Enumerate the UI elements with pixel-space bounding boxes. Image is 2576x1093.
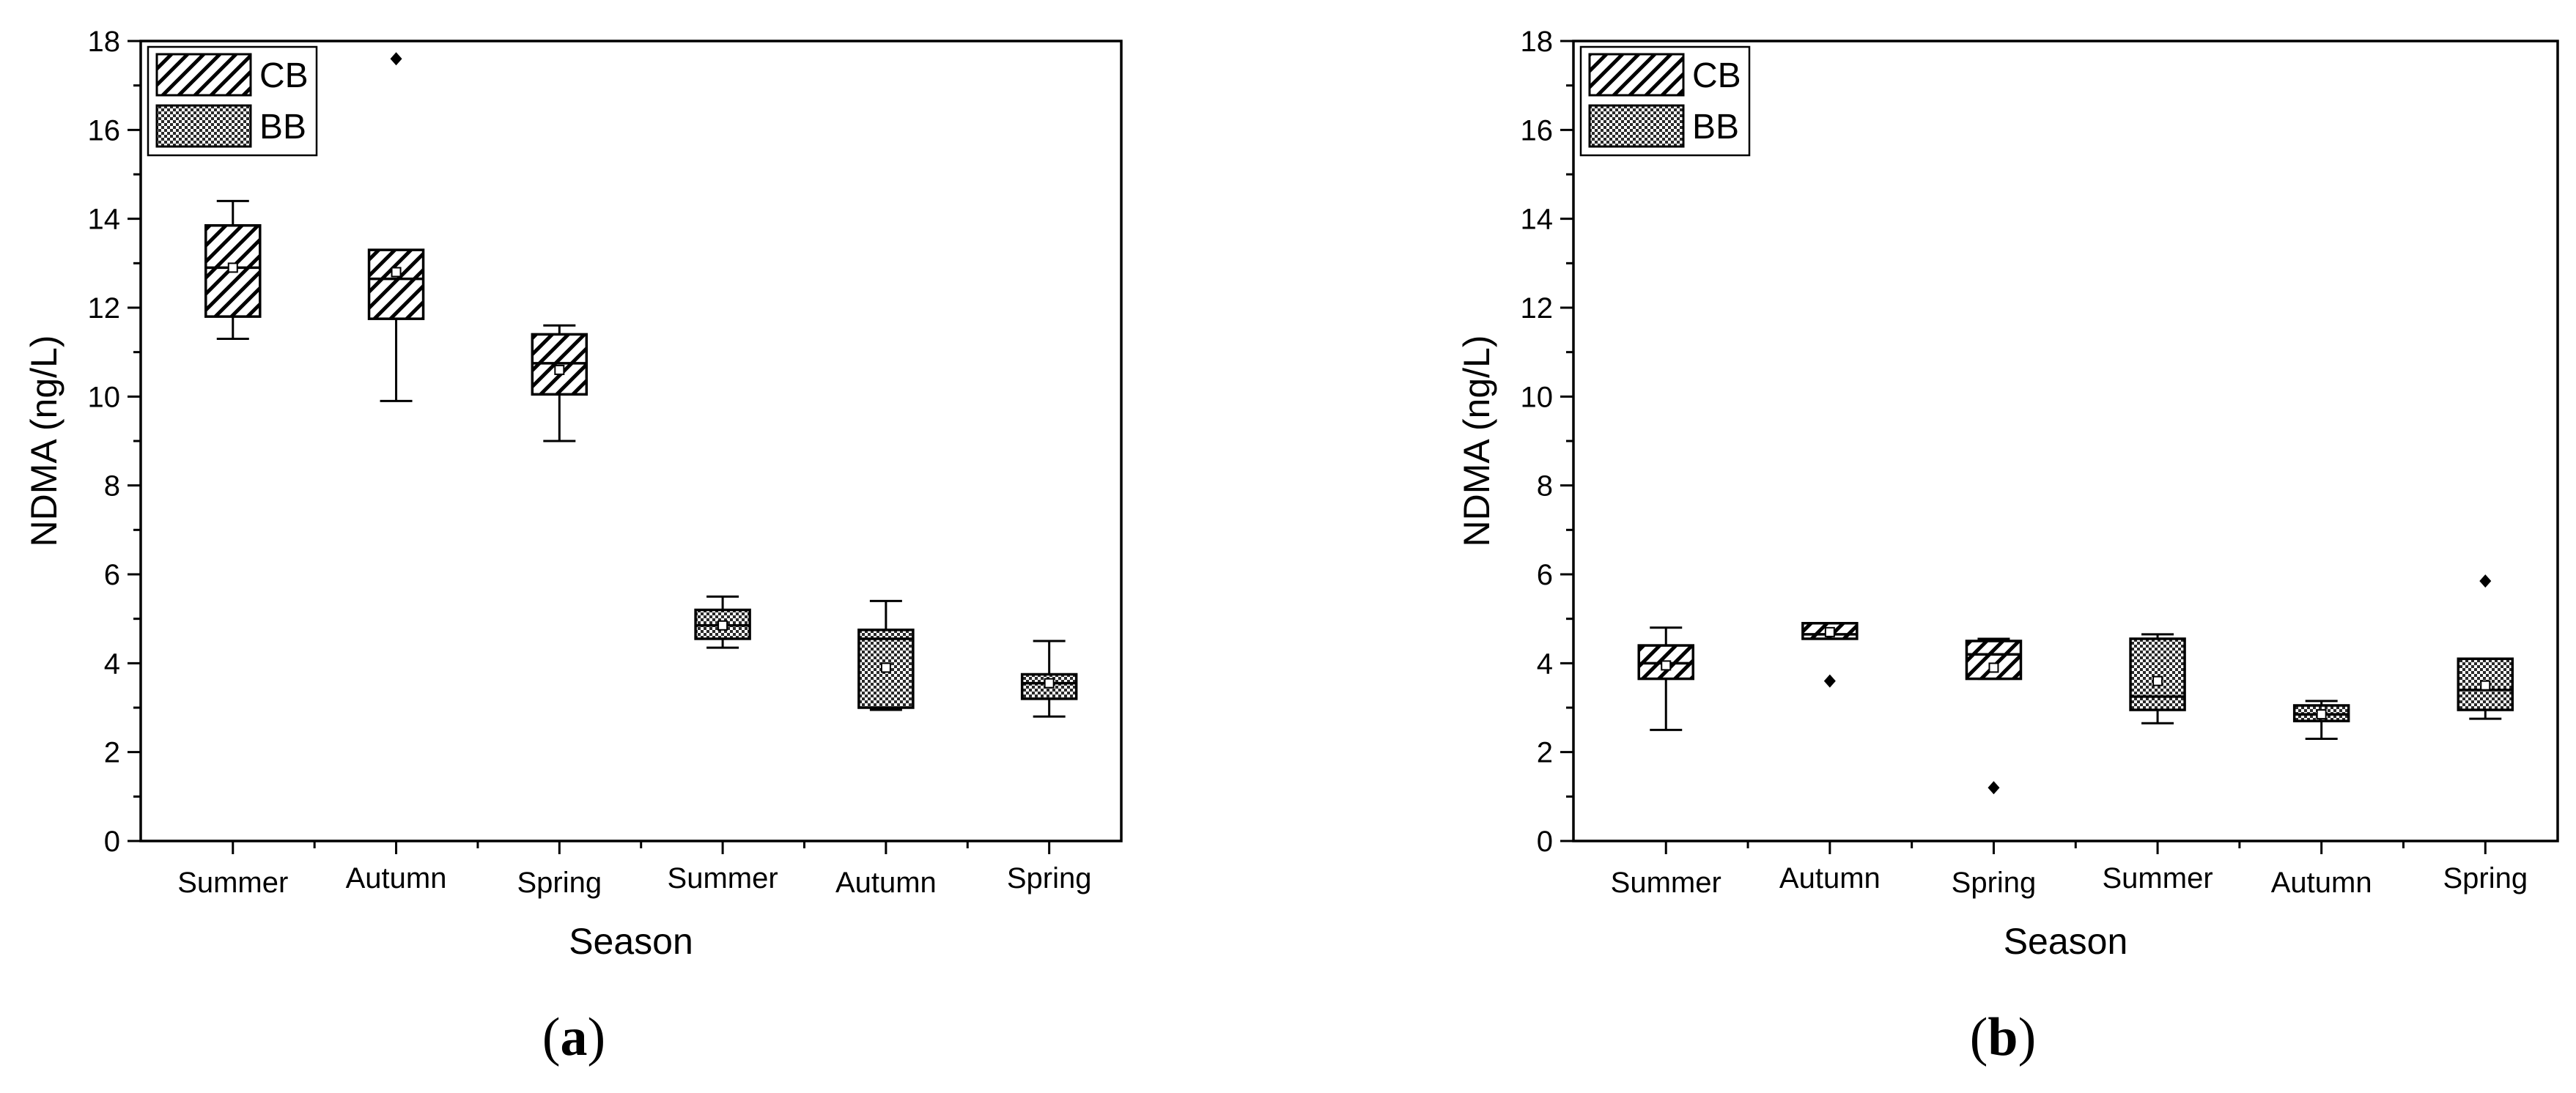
- mean-marker: [2152, 675, 2163, 686]
- x-axis-title: Season: [2004, 921, 2128, 962]
- x-tick-label: Summer: [177, 867, 288, 899]
- box-iqr: [367, 248, 425, 320]
- legend-swatch-cb: [155, 53, 252, 97]
- outlier-point: [390, 52, 402, 66]
- outlier-point: [1823, 674, 1836, 688]
- outlier-point: [1988, 781, 2000, 795]
- box-cb-summer: [1637, 626, 1694, 731]
- box-iqr: [2457, 657, 2514, 711]
- mean-marker: [1044, 678, 1055, 689]
- x-tick-label: Spring: [1952, 867, 2037, 899]
- panel-label-letter: b: [1988, 1007, 2018, 1067]
- box-bb-spring: [1020, 640, 1078, 718]
- y-tick-label: 16: [1521, 114, 1554, 147]
- box-cb-summer: [204, 199, 262, 340]
- panel-label-open-paren: (: [1970, 1007, 1988, 1067]
- y-tick-label: 2: [104, 737, 120, 769]
- legend-label-cb: CB: [259, 56, 309, 95]
- y-tick-label: 14: [88, 204, 121, 236]
- box-iqr: [1965, 640, 2023, 681]
- mean-marker: [880, 662, 891, 673]
- box-bb-spring: [2457, 574, 2514, 720]
- panel-label-close-paren: ): [588, 1007, 606, 1067]
- x-tick-label: Spring: [517, 867, 602, 899]
- mean-marker: [1661, 660, 1672, 671]
- mean-marker: [1988, 662, 1999, 673]
- y-axis-title: NDMA (ng/L): [1456, 336, 1497, 547]
- mean-marker: [554, 364, 565, 375]
- mean-marker: [1824, 626, 1835, 637]
- y-tick-label: 10: [1521, 381, 1554, 413]
- y-tick-label: 4: [104, 648, 120, 680]
- mean-marker: [391, 267, 402, 278]
- box-bb-summer: [2129, 633, 2186, 725]
- y-tick-label: 14: [1521, 204, 1554, 236]
- x-tick-label: Summer: [1611, 867, 1721, 899]
- legend-label-cb: CB: [1692, 56, 1741, 95]
- y-tick-label: 2: [1537, 737, 1553, 769]
- y-tick-label: 12: [1521, 292, 1554, 325]
- plot-frame: [1572, 40, 2559, 842]
- outlier-point: [2479, 574, 2492, 588]
- mean-marker: [227, 262, 238, 273]
- y-tick-label: 8: [1537, 470, 1553, 503]
- box-iqr: [2129, 637, 2186, 711]
- y-tick-label: 12: [88, 292, 121, 325]
- mean-marker: [717, 620, 728, 631]
- box-bb-summer: [694, 595, 751, 649]
- y-tick-label: 8: [104, 470, 120, 503]
- box-cb-autumn: [367, 52, 425, 402]
- x-tick-label: Summer: [2103, 862, 2213, 894]
- x-tick-label: Spring: [2443, 862, 2528, 894]
- x-tick-label: Spring: [1007, 862, 1092, 894]
- chart-panel-b: 0 2 4 6 8 10 12 14 16 18 Summer Autumn Spring Summer A…: [1456, 26, 2559, 1067]
- box-cb-spring: [1965, 637, 2023, 795]
- panel-label: (b): [1970, 1007, 2036, 1067]
- legend: CB BB: [1579, 45, 1751, 157]
- box-cb-autumn: [1801, 621, 1859, 688]
- legend-swatch-bb: [155, 104, 252, 148]
- plot-frame: [139, 40, 1123, 842]
- y-tick-label: 18: [88, 26, 121, 58]
- y-tick-label: 10: [88, 381, 121, 413]
- y-tick-label: 18: [1521, 26, 1554, 58]
- chart-panel-a: 0 2 4 6 8 10 12 14 16 18 Summer Autumn Spring Summer A…: [23, 26, 1123, 1067]
- x-tick-label: Summer: [668, 862, 778, 894]
- panel-label-letter: a: [561, 1007, 588, 1067]
- box-bb-autumn: [857, 599, 915, 711]
- y-tick-label: 16: [88, 114, 121, 147]
- x-tick-label: Autumn: [346, 862, 447, 894]
- y-tick-label: 4: [1537, 648, 1553, 680]
- mean-marker: [2480, 680, 2491, 691]
- y-tick-label: 0: [104, 826, 120, 858]
- legend-label-bb: BB: [1692, 108, 1739, 147]
- y-tick-label: 0: [1537, 826, 1553, 858]
- x-tick-label: Autumn: [835, 867, 937, 899]
- box-cb-spring: [531, 324, 588, 442]
- mean-marker: [2316, 709, 2327, 720]
- x-tick-label: Autumn: [1779, 862, 1881, 894]
- y-axis-title: NDMA (ng/L): [23, 336, 64, 547]
- box-iqr: [857, 629, 915, 709]
- y-tick-label: 6: [104, 559, 120, 591]
- legend: CB BB: [147, 45, 318, 157]
- legend-swatch-bb: [1588, 104, 1685, 148]
- legend-swatch-cb: [1588, 53, 1685, 97]
- x-tick-label: Autumn: [2271, 867, 2372, 899]
- panel-label-close-paren: ): [2018, 1007, 2037, 1067]
- panel-label: (a): [542, 1007, 605, 1067]
- x-axis-title: Season: [569, 921, 693, 962]
- panel-label-open-paren: (: [542, 1007, 561, 1067]
- legend-label-bb: BB: [259, 108, 306, 147]
- box-bb-autumn: [2292, 700, 2350, 740]
- y-tick-label: 6: [1537, 559, 1553, 591]
